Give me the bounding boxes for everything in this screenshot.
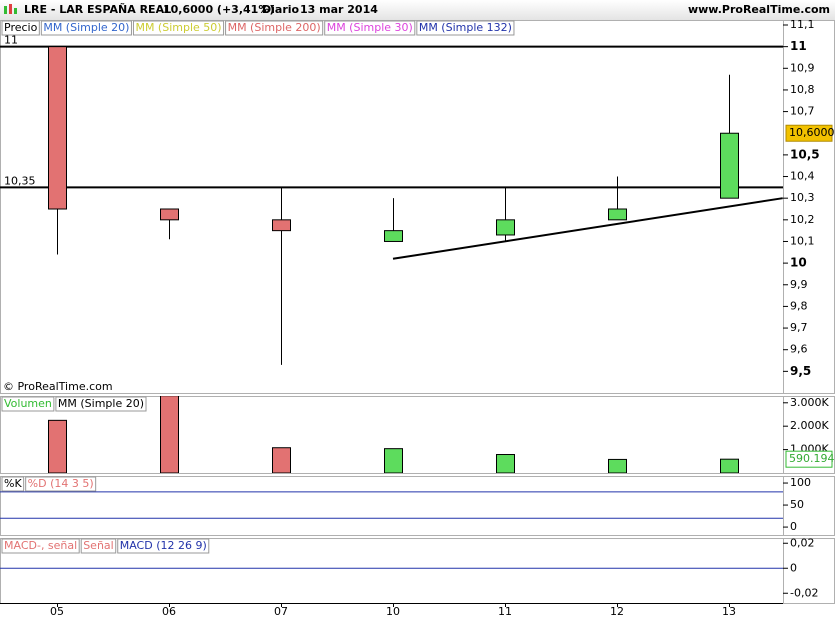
volume-bar xyxy=(384,448,403,473)
x-tick-label: 05 xyxy=(50,605,64,618)
legend-box xyxy=(40,20,132,36)
volume-bar xyxy=(720,458,739,473)
legend-box xyxy=(416,20,515,36)
y-tick-label: 10,9 xyxy=(790,61,815,74)
y-tick-label: 100 xyxy=(790,476,811,489)
y-tick-label: 0 xyxy=(790,561,797,574)
legend-box xyxy=(1,20,40,36)
volume-bar xyxy=(272,447,291,473)
last-price-label: 10,6000 xyxy=(789,126,835,139)
legend-label: MM (Simple 30) xyxy=(327,21,413,34)
legend-label: Precio xyxy=(4,21,38,34)
y-tick-label: 11 xyxy=(790,39,807,53)
legend-box xyxy=(1,476,25,492)
legend-label: MM (Simple 132) xyxy=(419,21,512,34)
last-value-label: 590.194 xyxy=(789,452,835,465)
y-tick-label: 10,4 xyxy=(790,170,815,183)
legend-label: MACD-, señal xyxy=(4,539,77,552)
watermark: © ProRealTime.com xyxy=(3,380,113,393)
last-value-box xyxy=(785,450,833,468)
candle-body xyxy=(48,46,67,210)
legend-label: MM (Simple 20) xyxy=(43,21,129,34)
y-tick-label: 10,2 xyxy=(790,213,815,226)
volume-bar xyxy=(608,458,627,473)
legend-label: Volumen xyxy=(4,397,52,410)
y-tick-label: 2.000K xyxy=(790,419,829,432)
x-tick-label: 10 xyxy=(386,605,400,618)
header-title: LRE - LAR ESPAÑA REAL xyxy=(24,3,171,16)
panel-frame xyxy=(0,20,835,394)
y-tick-label: 10 xyxy=(790,256,807,270)
x-tick-label: 06 xyxy=(162,605,176,618)
volume-bar xyxy=(496,454,515,473)
legend-label: %D (14 3 5) xyxy=(28,477,94,490)
plot-area xyxy=(48,396,739,473)
y-tick-label: 9,6 xyxy=(790,343,808,356)
candle-body xyxy=(384,230,403,242)
volume-bar xyxy=(160,396,179,473)
x-tick-label: 12 xyxy=(610,605,624,618)
legend-label: MM (Simple 20) xyxy=(58,397,144,410)
x-tick-label: 07 xyxy=(274,605,288,618)
panel-frame xyxy=(0,476,835,536)
legend-box xyxy=(25,476,97,492)
trendline xyxy=(392,197,783,260)
candle-body xyxy=(720,132,739,199)
y-tick-label: -0,02 xyxy=(790,586,818,599)
x-tick-label: 11 xyxy=(498,605,512,618)
header-date: 13 mar 2014 xyxy=(300,3,378,16)
logo xyxy=(4,4,17,14)
y-tick-label: 11,1 xyxy=(790,18,815,31)
horizontal-line-label: 11 xyxy=(4,34,18,47)
y-tick-label: 9,8 xyxy=(790,299,808,312)
header-site: www.ProRealTime.com xyxy=(688,3,830,16)
candle-body xyxy=(608,208,627,221)
candle-body xyxy=(496,219,515,236)
y-tick-label: 0,02 xyxy=(790,536,815,549)
y-tick-label: 0 xyxy=(790,520,797,533)
candle-body xyxy=(160,208,179,221)
legend-box xyxy=(117,538,210,554)
y-tick-label: 50 xyxy=(790,498,804,511)
horizontal-line-label: 10,35 xyxy=(4,174,36,187)
header-period: Diario xyxy=(262,3,300,16)
legend-label: MACD (12 26 9) xyxy=(120,539,207,552)
header-bar xyxy=(0,0,835,20)
legend-box xyxy=(1,538,80,554)
legend-label: %K xyxy=(4,477,22,490)
legend-label: Señal xyxy=(83,539,114,552)
legend-box xyxy=(55,396,147,412)
legend-box xyxy=(132,20,225,36)
candle-body xyxy=(272,219,291,232)
x-tick-label: 13 xyxy=(722,605,736,618)
legend-box xyxy=(80,538,117,554)
legend-label: MM (Simple 50) xyxy=(135,21,221,34)
plot-area xyxy=(0,491,783,519)
legend-box xyxy=(1,396,55,412)
header-price: 10,6000 (+3,41%) xyxy=(163,3,274,16)
y-tick-label: 9,5 xyxy=(790,364,811,378)
y-tick-label: 10,3 xyxy=(790,191,815,204)
volume-bar xyxy=(48,419,67,473)
y-tick-label: 9,9 xyxy=(790,278,808,291)
y-tick-label: 3.000K xyxy=(790,396,829,409)
last-price-box xyxy=(785,124,833,142)
legend-box xyxy=(225,20,324,36)
y-tick-label: 9,7 xyxy=(790,321,808,334)
plot-area xyxy=(0,45,783,365)
y-tick-label: 10,5 xyxy=(790,147,820,161)
y-tick-label: 10,1 xyxy=(790,234,815,247)
y-tick-label: 10,8 xyxy=(790,83,815,96)
y-tick-label: 10,7 xyxy=(790,105,815,118)
legend-label: MM (Simple 200) xyxy=(228,21,321,34)
legend-box xyxy=(324,20,416,36)
